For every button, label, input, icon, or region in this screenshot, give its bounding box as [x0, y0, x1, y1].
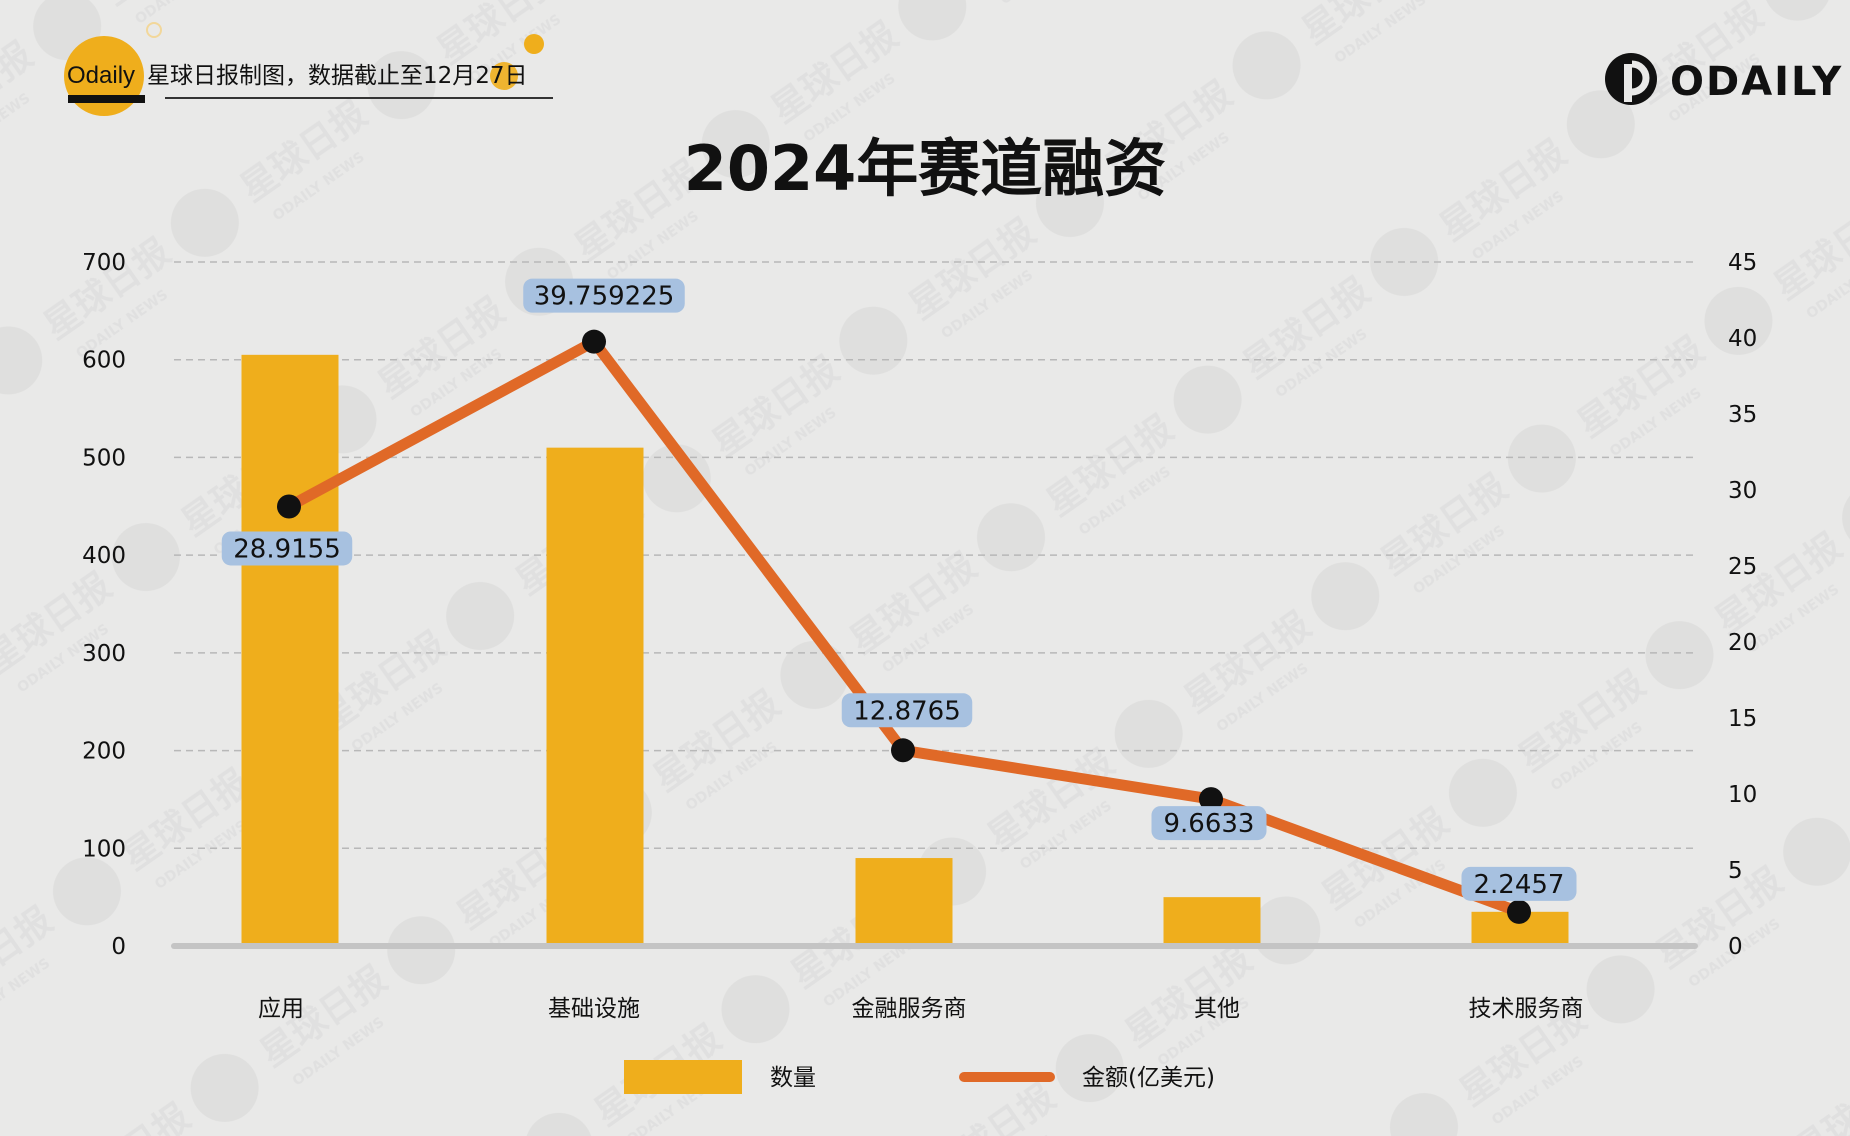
left-axis-tick-label: 400	[82, 543, 126, 569]
left-axis-tick-label: 0	[111, 934, 126, 960]
x-axis-tick-label: 金融服务商	[852, 996, 967, 1022]
data-label-bg	[523, 278, 685, 313]
x-axis-tick-label: 应用	[258, 996, 304, 1022]
left-axis: 0 100 200 300 400 500 600 700	[82, 250, 126, 960]
line-layer	[277, 329, 1531, 924]
grid-layer	[174, 261, 1695, 850]
right-axis: 0 5 10 15 20 25 30 35 40 45	[1728, 250, 1757, 960]
line-point	[277, 494, 301, 519]
data-label-bg	[221, 531, 353, 566]
bar	[546, 447, 644, 946]
x-axis-tick-label: 其他	[1194, 996, 1240, 1022]
data-label-bg	[841, 693, 973, 728]
left-axis-tick-label: 100	[82, 836, 126, 862]
x-axis-tick-label: 技术服务商	[1469, 996, 1584, 1022]
right-axis-tick-label: 10	[1728, 782, 1757, 808]
bar	[241, 354, 339, 946]
bar	[855, 858, 953, 946]
right-axis-tick-label: 40	[1728, 326, 1757, 352]
decor-ring	[146, 22, 162, 38]
data-label: 2.2457	[1474, 870, 1565, 900]
line-point	[1199, 787, 1223, 812]
left-axis-tick-label: 600	[82, 348, 126, 374]
left-axis-tick-label: 500	[82, 445, 126, 471]
legend-bar-label: 数量	[770, 1065, 816, 1091]
data-label: 9.6633	[1164, 809, 1255, 839]
right-axis-tick-label: 20	[1728, 630, 1757, 656]
right-axis-tick-label: 45	[1728, 250, 1757, 276]
right-axis-tick-label: 5	[1728, 858, 1743, 884]
odaily-logo: ODAILY	[1605, 53, 1843, 105]
left-axis-tick-label: 200	[82, 739, 126, 765]
header: Odaily 星球日报制图，数据截止至12月27日 ODAILY	[64, 22, 1843, 116]
line-point	[891, 738, 915, 763]
chart-title: 2024年赛道融资	[684, 132, 1167, 205]
data-label: 39.759225	[534, 282, 675, 312]
x-axis-tick-label: 基础设施	[548, 996, 640, 1022]
line-point	[1507, 899, 1531, 924]
legend-line-label: 金额(亿美元)	[1082, 1065, 1215, 1091]
right-axis-tick-label: 15	[1728, 706, 1757, 732]
line-point	[582, 329, 606, 354]
brand-underline	[68, 95, 145, 103]
bars-layer	[241, 354, 1569, 946]
data-label: 28.9155	[233, 534, 341, 564]
right-axis-tick-label: 35	[1728, 402, 1757, 428]
decor-dot	[490, 62, 518, 90]
data-labels-layer: 28.9155 39.759225 12.8765 9.6633 2.2457	[221, 278, 1577, 901]
data-label: 12.8765	[853, 696, 961, 726]
right-axis-tick-label: 25	[1728, 554, 1757, 580]
bar	[1163, 897, 1261, 946]
right-axis-tick-label: 30	[1728, 478, 1757, 504]
x-axis-ticks: 应用 基础设施 金融服务商 其他 技术服务商	[258, 996, 1584, 1022]
legend: 数量 金额(亿美元)	[624, 1060, 1215, 1094]
left-axis-tick-label: 700	[82, 250, 126, 276]
logo-text: ODAILY	[1670, 59, 1843, 105]
source-note: 星球日报制图，数据截止至12月27日	[147, 63, 528, 89]
legend-bar-swatch	[624, 1060, 742, 1094]
right-axis-tick-label: 0	[1728, 934, 1743, 960]
data-label-bg	[1151, 806, 1267, 841]
left-axis-tick-label: 300	[82, 641, 126, 667]
decor-dot	[524, 34, 544, 54]
data-label-bg	[1461, 866, 1577, 901]
brand-name: Odaily	[67, 62, 135, 89]
